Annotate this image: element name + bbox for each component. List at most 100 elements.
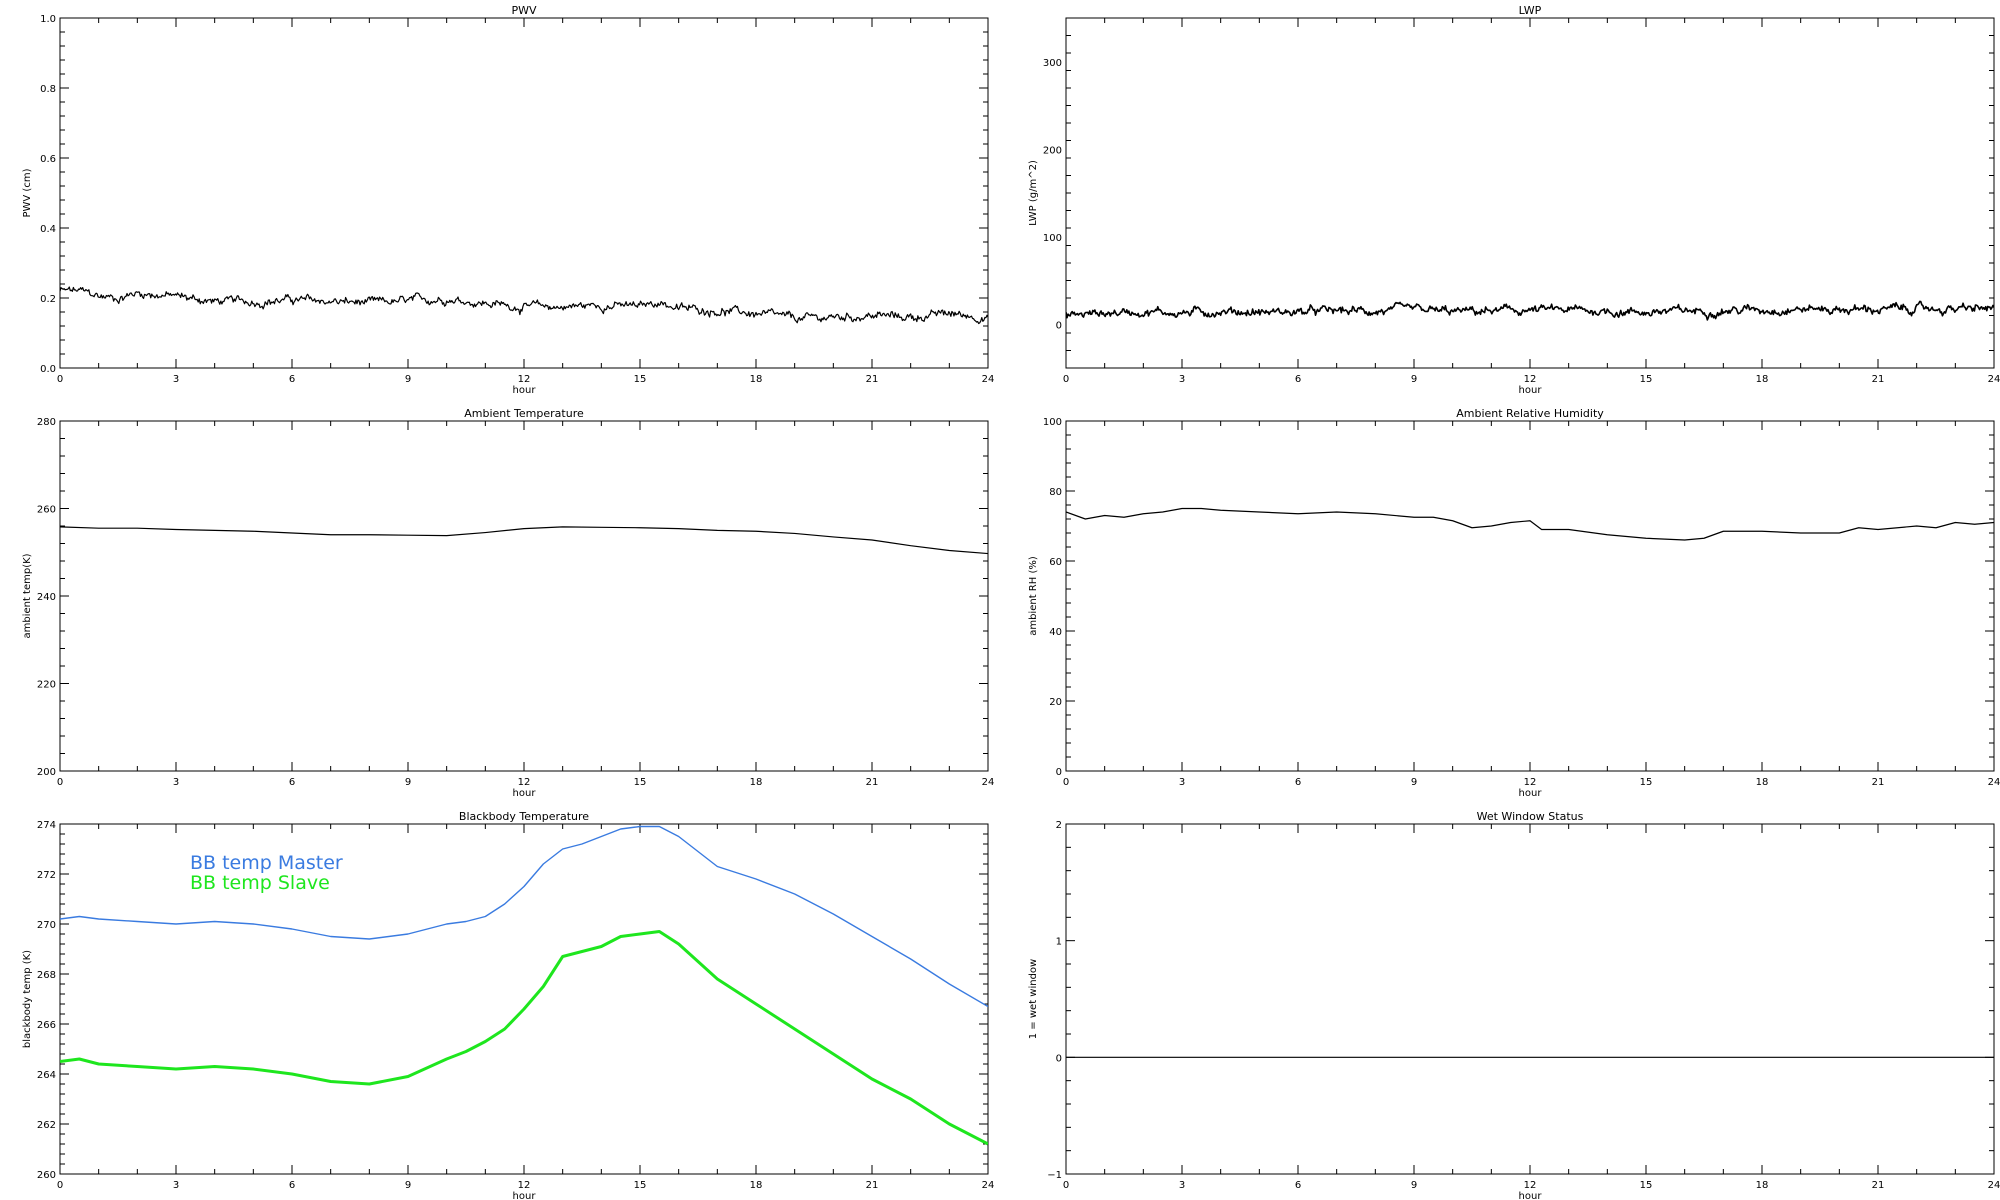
y-tick-label: 0 (1056, 1053, 1062, 1064)
x-tick-label: 3 (173, 374, 179, 385)
x-tick-label: 12 (518, 374, 531, 385)
y-tick-label: 200 (1043, 145, 1062, 156)
ambient-temp-ylabel: ambient temp(K) (22, 553, 33, 638)
y-tick-label: 220 (37, 680, 56, 691)
ambient-rh-title: Ambient Relative Humidity (1456, 407, 1604, 420)
x-tick-label: 21 (1872, 1180, 1885, 1191)
x-tick-label: 15 (1640, 1180, 1653, 1191)
y-tick-label: 0.8 (40, 84, 56, 95)
ambient-temp-xlabel: hour (513, 788, 537, 799)
pwv-xlabel: hour (513, 385, 537, 396)
y-tick-label: 300 (1043, 58, 1062, 69)
y-tick-label: 266 (37, 1020, 56, 1031)
x-tick-label: 6 (289, 374, 295, 385)
x-tick-label: 6 (289, 777, 295, 788)
x-tick-label: 12 (1524, 1180, 1537, 1191)
x-tick-label: 0 (1063, 777, 1069, 788)
x-tick-label: 3 (1179, 777, 1185, 788)
x-tick-label: 6 (1295, 1180, 1301, 1191)
blackbody-temp-xlabel: hour (513, 1191, 537, 1200)
y-tick-label: 1 (1056, 937, 1062, 948)
y-tick-label: 260 (37, 505, 56, 516)
wet-window-xlabel: hour (1519, 1191, 1543, 1200)
x-tick-label: 0 (1063, 1180, 1069, 1191)
x-tick-label: 9 (405, 1180, 411, 1191)
lwp-chart: 0 3 6 9 12 15 18 21 24 0 100 200 300 LWP hour LWP (g/m^… (1028, 4, 2000, 396)
x-tick-label: 12 (518, 777, 531, 788)
y-tick-label: 240 (37, 592, 56, 603)
ambient-rh-chart: 0 3 6 9 12 15 18 21 24 0 20 40 60 80 100 Ambient Relati… (1028, 407, 2000, 799)
y-tick-label: 264 (37, 1070, 56, 1081)
x-tick-label: 15 (1640, 777, 1653, 788)
x-tick-label: 18 (750, 374, 763, 385)
x-tick-label: 9 (405, 777, 411, 788)
x-tick-label: 12 (1524, 777, 1537, 788)
x-tick-label: 18 (1756, 374, 1769, 385)
lwp-plot-frame (1065, 17, 1995, 369)
lwp-series-0-line (1066, 300, 1994, 321)
x-tick-label: 3 (1179, 374, 1185, 385)
x-tick-label: 15 (634, 777, 647, 788)
x-tick-label: 12 (518, 1180, 531, 1191)
x-tick-label: 24 (1988, 374, 2000, 385)
blackbody-temp-series-bb-temp-master-line (60, 825, 988, 1008)
x-tick-label: 0 (57, 777, 63, 788)
ambient-rh-plot-frame (1065, 420, 1995, 772)
lwp-ylabel: LWP (g/m^2) (1028, 160, 1039, 226)
pwv-chart: 0 3 6 9 12 15 18 21 24 0.0 0.2 0.4 0.6 0.8 1.0 PWV hour P… (22, 4, 994, 396)
x-tick-label: 0 (57, 374, 63, 385)
y-tick-label: 260 (37, 1170, 56, 1181)
ambient-temp-title: Ambient Temperature (464, 407, 584, 420)
y-tick-label: 80 (1049, 487, 1062, 498)
x-tick-label: 21 (866, 374, 879, 385)
ambient-temp-plot-frame (59, 420, 989, 772)
y-tick-label: 20 (1049, 697, 1062, 708)
pwv-ylabel: PWV (cm) (22, 168, 33, 217)
y-tick-label: 280 (37, 417, 56, 428)
x-tick-label: 21 (1872, 777, 1885, 788)
x-tick-label: 21 (866, 777, 879, 788)
ambient-rh-xlabel: hour (1519, 788, 1543, 799)
x-tick-label: 9 (405, 374, 411, 385)
y-tick-label: 0.0 (40, 364, 56, 375)
x-tick-label: 9 (1411, 1180, 1417, 1191)
x-tick-label: 15 (1640, 374, 1653, 385)
wet-window-title: Wet Window Status (1477, 810, 1584, 823)
x-tick-label: 0 (1063, 374, 1069, 385)
blackbody-temp-title: Blackbody Temperature (459, 810, 589, 823)
y-tick-label: 0.4 (40, 224, 56, 235)
y-tick-label: 1.0 (40, 14, 56, 25)
y-tick-label: 2 (1056, 820, 1062, 831)
x-tick-label: 0 (57, 1180, 63, 1191)
x-tick-label: 6 (1295, 374, 1301, 385)
legend-bb-temp-slave: BB temp Slave (190, 872, 330, 894)
lwp-title: LWP (1519, 4, 1542, 17)
ambient-temp-chart: 0 3 6 9 12 15 18 21 24 200 220 240 260 280 Ambient Tem… (22, 407, 994, 799)
y-tick-label: 60 (1049, 557, 1062, 568)
x-tick-label: 15 (634, 1180, 647, 1191)
ambient-rh-ylabel: ambient RH (%) (1028, 556, 1039, 636)
y-tick-label: 268 (37, 970, 56, 981)
x-tick-label: 9 (1411, 374, 1417, 385)
legend-bb-temp-master: BB temp Master (190, 852, 343, 874)
x-tick-label: 24 (1988, 1180, 2000, 1191)
x-tick-label: 18 (750, 1180, 763, 1191)
x-tick-label: 6 (1295, 777, 1301, 788)
y-tick-label: 100 (1043, 417, 1062, 428)
x-tick-label: 24 (982, 374, 995, 385)
x-tick-label: 3 (173, 1180, 179, 1191)
y-tick-label: 100 (1043, 233, 1062, 244)
x-tick-label: 3 (1179, 1180, 1185, 1191)
x-tick-label: 24 (982, 1180, 995, 1191)
blackbody-temp-chart: 0 3 6 9 12 15 18 21 24 260 262 264 266 268 270 272 274 Bl… (22, 810, 994, 1200)
blackbody-temp-series-bb-temp-slave-line (60, 930, 988, 1146)
pwv-series-0-line (60, 286, 988, 325)
ambient-temp-series-0-line (60, 526, 988, 555)
x-tick-label: 15 (634, 374, 647, 385)
y-tick-label: 40 (1049, 627, 1062, 638)
wet-window-ylabel: 1 = wet window (1028, 959, 1039, 1039)
x-tick-label: 24 (1988, 777, 2000, 788)
y-tick-label: 274 (37, 820, 56, 831)
x-tick-label: 21 (866, 1180, 879, 1191)
